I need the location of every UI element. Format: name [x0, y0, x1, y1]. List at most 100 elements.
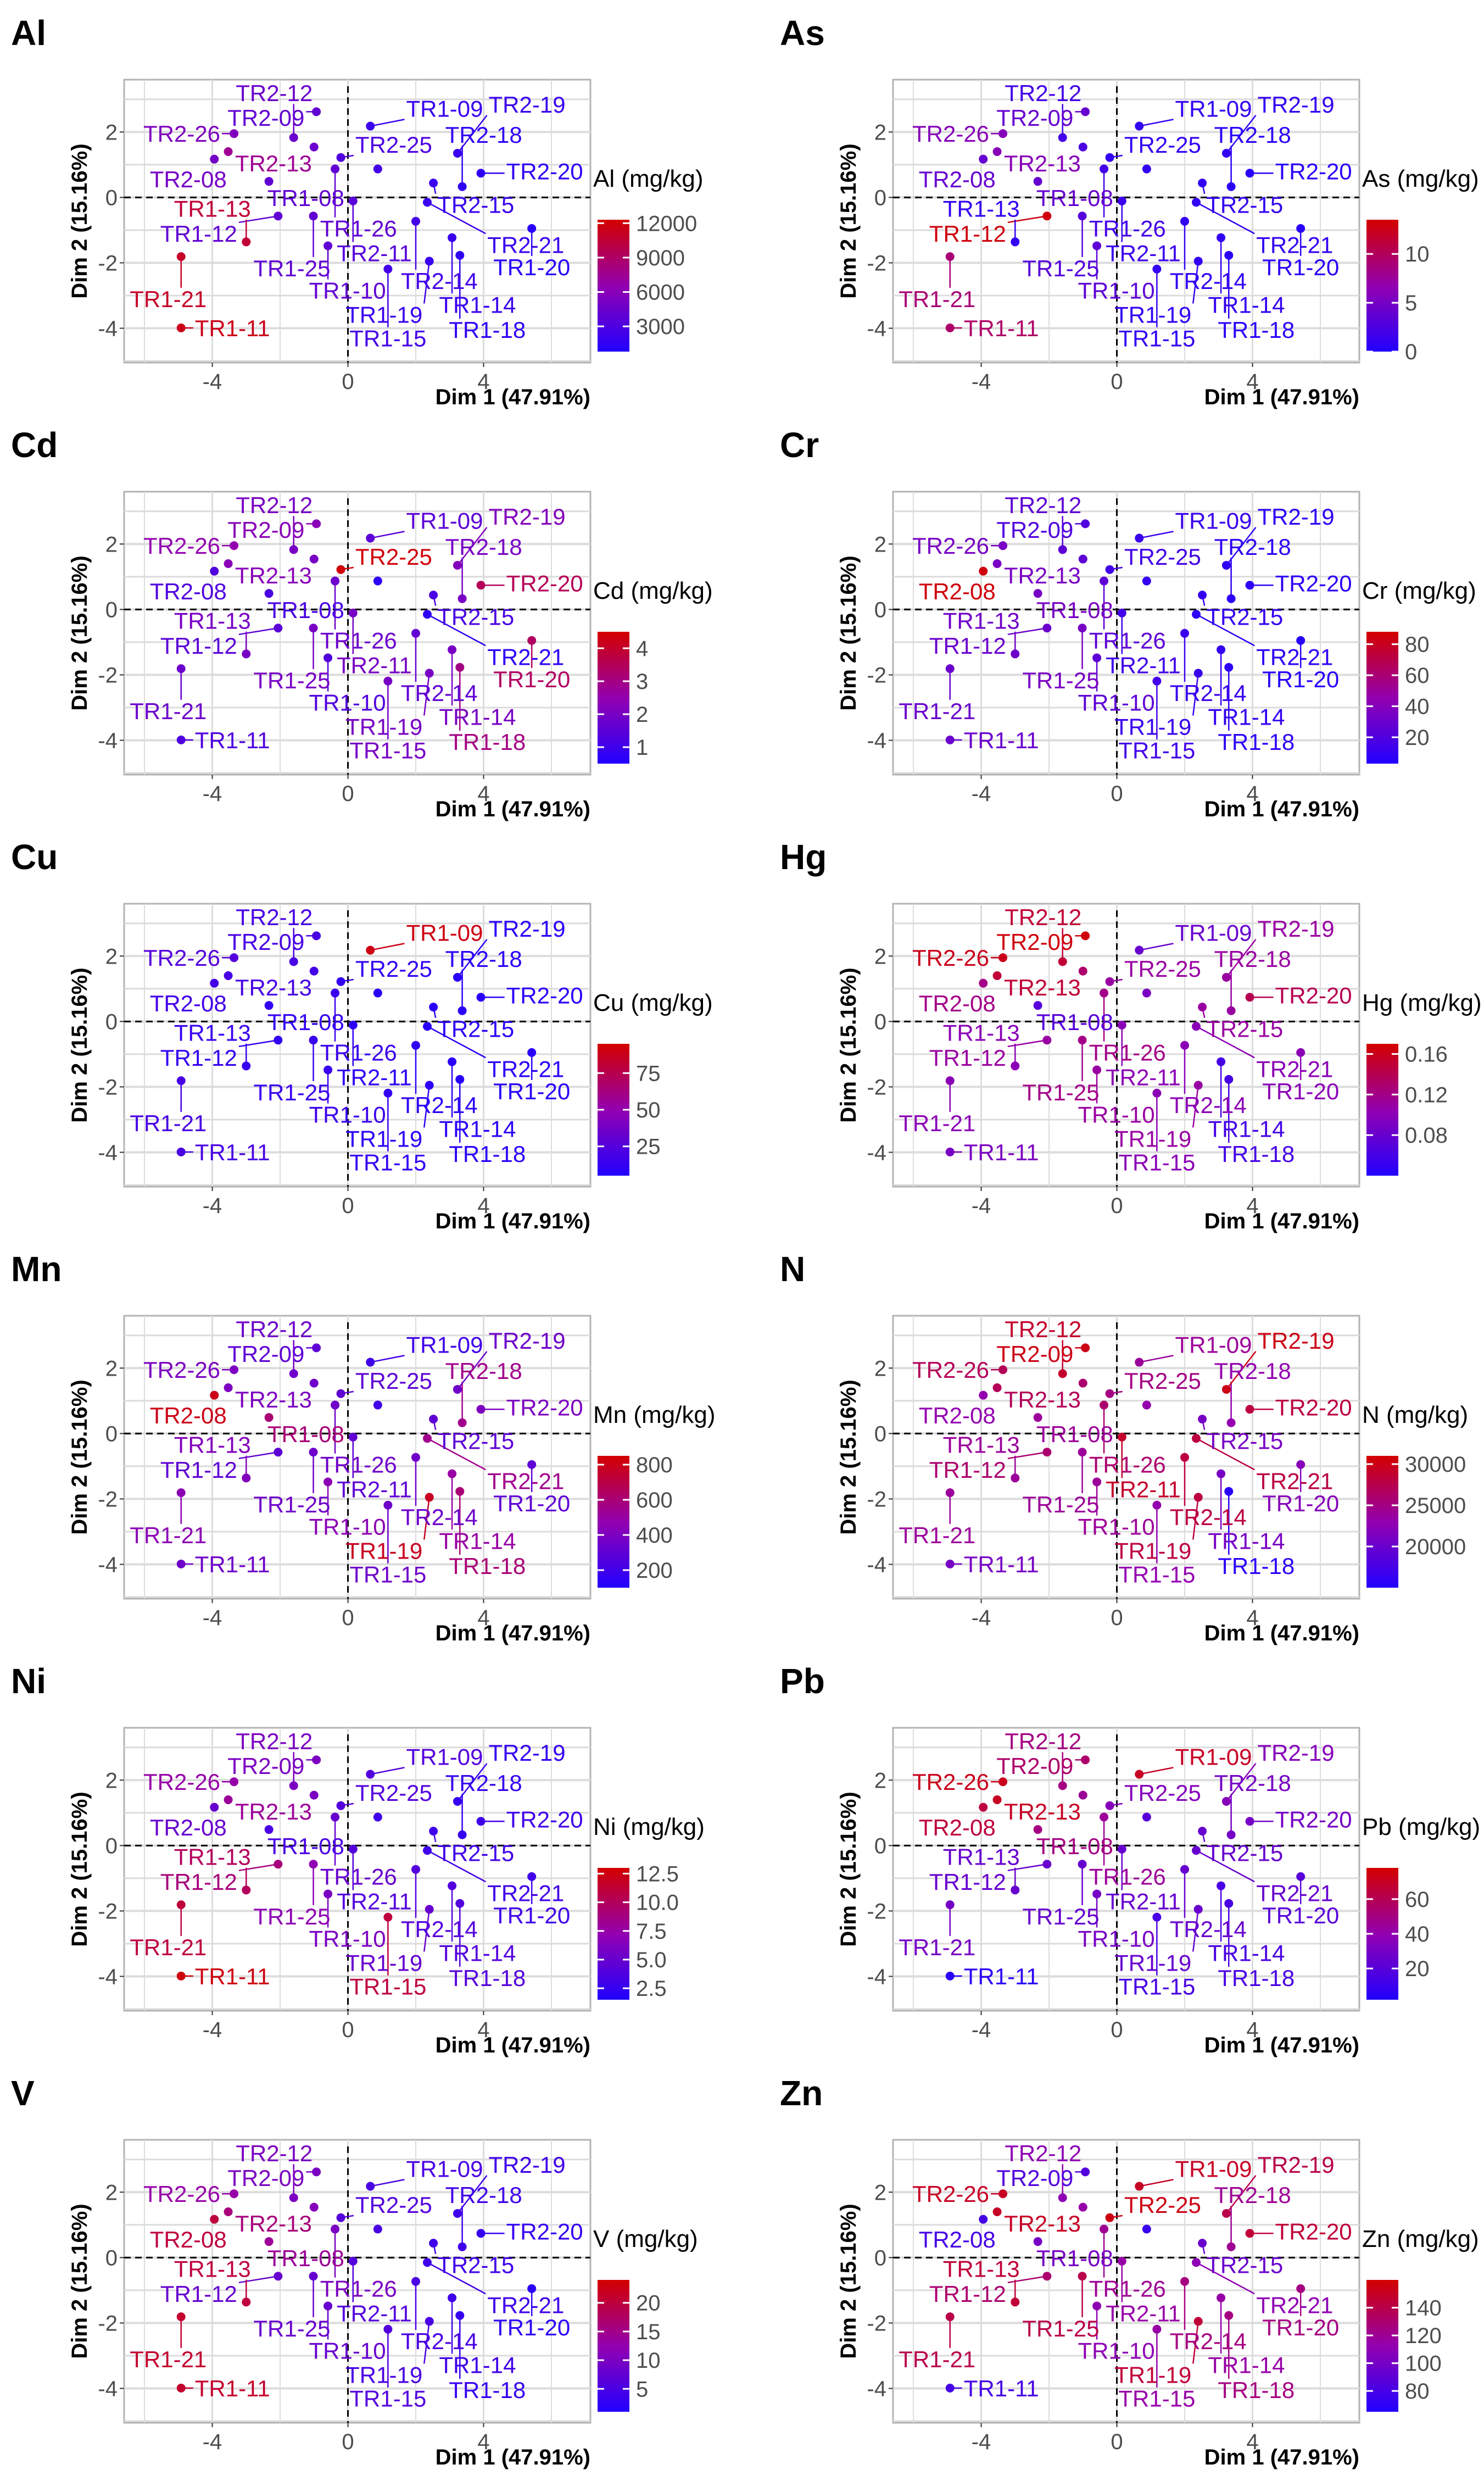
data-point — [476, 2229, 486, 2238]
data-point — [1105, 1389, 1114, 1398]
data-point — [945, 1147, 955, 1156]
point-label: TR2-21 — [1256, 644, 1333, 670]
data-point — [1245, 993, 1254, 1002]
label-connector — [238, 215, 278, 224]
y-tick-label: -4 — [867, 1965, 886, 1989]
data-point — [945, 664, 955, 674]
point-label: TR1-09 — [1175, 2156, 1252, 2182]
point-label: TR2-08 — [919, 991, 996, 1016]
data-point — [453, 148, 462, 158]
data-point — [1092, 653, 1102, 663]
data-point — [264, 1825, 274, 1834]
point-label: TR1-21 — [130, 1110, 207, 1136]
point-label: TR1-08 — [267, 1833, 344, 1859]
data-point — [1092, 1889, 1102, 1899]
label-connector — [1225, 2175, 1257, 2214]
data-point — [383, 1912, 393, 1922]
point-label: TR1-18 — [449, 2377, 526, 2403]
point-label: TR2-13 — [1004, 975, 1081, 1000]
point-label: TR1-08 — [267, 185, 344, 211]
point-label: TR2-26 — [912, 945, 989, 971]
colorbar-tick-label: 60 — [1405, 1888, 1430, 1912]
data-point — [1100, 576, 1109, 586]
data-point — [476, 581, 486, 590]
x-tick-label: 4 — [477, 1606, 489, 1630]
y-axis-title: Dim 2 (15.16%) — [836, 967, 861, 1122]
data-point — [309, 142, 319, 152]
data-point — [425, 1905, 434, 1914]
panel-ni: Ni -4 0 4 -4 -2 0 2 Dim 1 (47.91%) Dim 2 (15.16%)… — [0, 1648, 742, 2058]
data-point — [411, 1041, 421, 1050]
point-label: TR2-19 — [1258, 2152, 1335, 2178]
label-connector — [1007, 1451, 1047, 1460]
colorbar-tick-label: 6000 — [636, 280, 685, 304]
point-label: TR1-13 — [174, 1432, 251, 1458]
point-label: TR1-18 — [1218, 729, 1295, 755]
legend-title: Mn (mg/kg) — [593, 1401, 715, 1428]
label-connector — [427, 1438, 486, 1471]
data-point — [476, 1405, 486, 1414]
data-point — [373, 164, 382, 174]
data-point — [312, 1343, 321, 1353]
data-point — [331, 988, 340, 998]
data-point — [309, 2272, 318, 2281]
point-label: TR1-20 — [493, 1490, 570, 1516]
point-label: TR2-11 — [337, 1065, 412, 1091]
point-label: TR2-15 — [437, 192, 514, 218]
point-label: TR2-15 — [1206, 1016, 1283, 1042]
colorbar-tick-label: 200 — [636, 1559, 673, 1583]
data-point — [455, 1487, 465, 1496]
data-point — [453, 2208, 462, 2218]
y-tick-label: -2 — [867, 663, 886, 687]
data-point — [242, 1885, 251, 1895]
point-label: TR1-09 — [406, 508, 483, 533]
label-connector — [1196, 1026, 1255, 1059]
point-label: TR1-15 — [349, 1562, 426, 1588]
point-label: TR1-20 — [493, 1902, 570, 1928]
data-point — [176, 1900, 186, 1910]
point-label: TR2-20 — [506, 159, 583, 185]
data-point — [230, 541, 239, 550]
data-point — [992, 1795, 1002, 1804]
colorbar-tick-label: 100 — [1405, 2352, 1442, 2376]
y-tick-label: 0 — [105, 2246, 118, 2270]
data-point — [336, 153, 345, 162]
x-axis-title: Dim 1 (47.91%) — [1204, 1209, 1359, 1233]
point-label: TR2-20 — [1275, 2219, 1352, 2245]
biplot-n: N -4 0 4 -4 -2 0 2 Dim 1 (47.91%) Dim 2 (15.16%) T… — [780, 1249, 1468, 1645]
data-point — [1078, 554, 1087, 564]
data-point — [1117, 196, 1126, 205]
x-axis-title: Dim 1 (47.91%) — [436, 385, 590, 409]
data-point — [230, 1365, 239, 1375]
data-point — [1193, 1905, 1203, 1914]
data-point — [176, 735, 186, 744]
point-label: TR1-12 — [160, 2281, 237, 2307]
point-label: TR1-15 — [349, 2386, 426, 2412]
data-point — [429, 1827, 438, 1836]
point-label: TR1-19 — [1114, 1950, 1191, 1976]
data-point — [1296, 224, 1306, 233]
x-tick-label: 0 — [342, 2430, 354, 2454]
point-label: TR1-14 — [439, 1940, 516, 1966]
data-point — [264, 1413, 274, 1422]
point-label: TR2-13 — [1004, 151, 1081, 176]
data-point — [527, 1460, 537, 1469]
data-point — [176, 1147, 186, 1156]
data-point — [1042, 1448, 1052, 1457]
colorbar-tick-label: 4 — [636, 637, 648, 661]
point-label: TR2-18 — [1214, 2182, 1291, 2208]
y-tick-label: -2 — [98, 251, 118, 275]
data-point — [1245, 169, 1254, 178]
data-point — [429, 1003, 438, 1012]
data-point — [312, 1755, 321, 1765]
point-label: TR2-11 — [337, 1477, 412, 1503]
data-point — [992, 1383, 1002, 1392]
point-label: TR1-14 — [439, 1116, 516, 1142]
point-label: TR1-26 — [320, 216, 397, 242]
point-layer — [945, 519, 1306, 744]
label-connector — [456, 1351, 488, 1390]
data-point — [309, 212, 318, 221]
connector-layer — [180, 2164, 533, 2389]
point-label: TR1-20 — [1262, 2315, 1339, 2340]
x-tick-label: -4 — [972, 782, 991, 806]
